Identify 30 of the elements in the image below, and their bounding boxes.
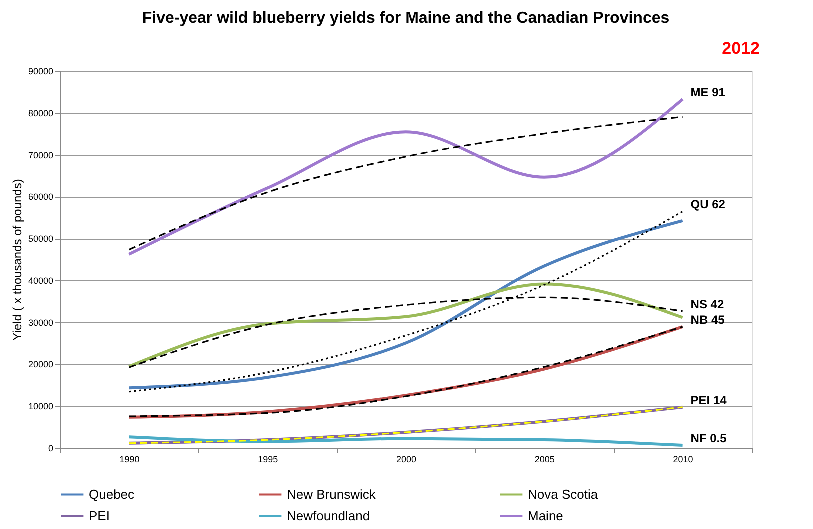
annotation: NF 0.5 bbox=[690, 431, 728, 446]
annotation: ME 91 bbox=[690, 85, 726, 100]
y-tick-label: 70000 bbox=[28, 150, 54, 160]
text: 2012 bbox=[722, 39, 760, 58]
annotation: NB 45 bbox=[690, 312, 726, 327]
y-tick-label: 50000 bbox=[28, 234, 54, 244]
legend-label: Nova Scotia bbox=[528, 486, 599, 502]
y-tick-label: 90000 bbox=[28, 66, 54, 76]
y-tick-label: 40000 bbox=[28, 276, 54, 286]
annotation: QU 62 bbox=[690, 198, 726, 212]
y-axis-title: Yield ( x thousands of pounds) bbox=[10, 179, 24, 341]
legend-label: Newfoundland bbox=[287, 508, 370, 524]
x-tick-label: 2005 bbox=[534, 454, 555, 464]
y-tick-label: 20000 bbox=[28, 360, 54, 370]
x-tick-label: 1995 bbox=[258, 454, 278, 464]
legend-label: PEI bbox=[89, 508, 110, 524]
legend-label: Maine bbox=[528, 508, 564, 524]
y-tick-label: 0 bbox=[48, 444, 54, 454]
y-tick-label: 80000 bbox=[28, 108, 54, 118]
y-tick-label: 10000 bbox=[28, 402, 54, 412]
chart-title: Five-year wild blueberry yields for Maine and the Canadian Provinces bbox=[142, 10, 670, 27]
annotation: PEI 14 bbox=[690, 393, 728, 408]
y-tick-label: 60000 bbox=[28, 192, 54, 202]
x-tick-label: 2010 bbox=[673, 454, 694, 464]
annotation: NS 42 bbox=[690, 297, 724, 312]
x-tick-label: 2000 bbox=[396, 454, 417, 464]
x-tick-label: 1990 bbox=[120, 454, 140, 464]
legend-label: New Brunswick bbox=[287, 486, 376, 502]
legend-label: Quebec bbox=[89, 486, 136, 502]
y-tick-label: 30000 bbox=[28, 318, 54, 328]
